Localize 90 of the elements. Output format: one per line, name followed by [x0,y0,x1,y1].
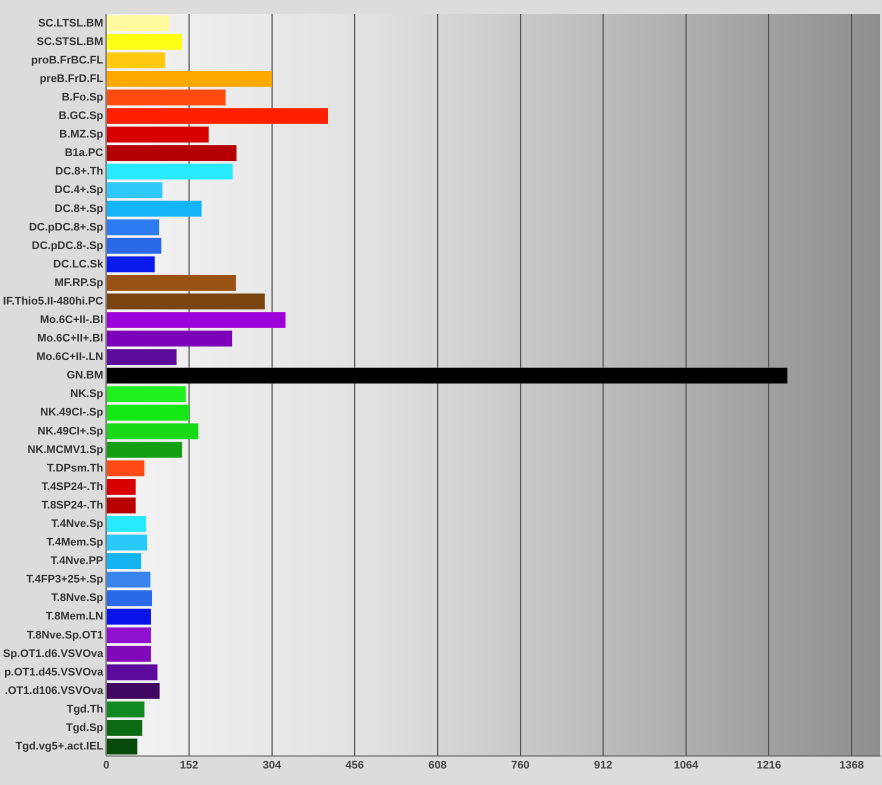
y-tick-label: IF.Thio5.II-480hi.PC [3,295,104,308]
y-tick-label: proB.FrBC.FL [31,54,104,66]
y-tick-label: DC.8+.Sp [54,202,104,215]
y-tick-label: GN.BM [66,370,104,382]
x-tick-label: 152 [180,759,198,772]
bar [106,442,182,458]
y-tick-label: MF.RP.Sp [54,276,104,289]
y-tick-label: NK.Sp [70,388,104,400]
bar [106,646,151,662]
bar [106,682,160,699]
bar [106,590,152,606]
bar [106,70,272,87]
x-tick-label: 760 [511,759,530,772]
y-tick-label: .OT1.d106.VSVOva [4,684,104,697]
x-tick-label: 0 [103,759,110,772]
bar [106,349,177,366]
bar [106,274,236,291]
bar [106,738,138,754]
bar [106,368,788,384]
y-tick-label: T.4SP24-.Th [42,480,104,493]
x-tick-label: 456 [346,759,364,772]
x-tick-label: 1064 [674,759,700,772]
bar [106,145,236,162]
bar [106,386,186,402]
x-tick-label: 912 [594,759,612,772]
bar [106,294,265,310]
y-tick-label: T.4Mem.Sp [46,536,104,549]
y-tick-label: T.DPsm.Th [47,462,104,474]
y-tick-label: T.8Mem.LN [46,610,104,623]
x-tick-label: 1216 [756,759,782,772]
bar [106,720,142,736]
y-tick-label: T.4FP3+25+.Sp [26,574,104,586]
y-tick-label: p.OT1.d45.VSVOva [4,666,104,678]
y-tick-label: preB.FrD.FL [40,72,104,85]
bar [106,126,209,142]
y-tick-label: B.MZ.Sp [59,128,104,141]
y-tick-label: T.8SP24-.Th [42,499,104,512]
bar [106,238,162,254]
y-tick-label: T.4Nve.PP [50,555,104,568]
bar [106,516,146,532]
x-tick-label: 1368 [839,759,864,772]
y-tick-label: Mo.6C+II-.Bl [40,314,104,326]
y-tick-label: Tgd.Th [66,703,104,716]
y-tick-label: SC.LTSL.BM [38,17,104,30]
bar [106,498,136,514]
bar [106,608,151,625]
bar [106,108,328,124]
bar [106,423,198,440]
x-tick-label: 608 [428,759,447,772]
bar [106,404,190,421]
y-tick-label: DC.pDC.8+.Sp [28,221,104,234]
y-tick-label: B.Fo.Sp [62,91,104,104]
y-tick-label: DC.LC.Sk [53,258,104,270]
y-tick-label: Tgd.vg5+.act.IEL [16,740,104,753]
bar [106,478,136,495]
y-tick-label: NK.49CI+.Sp [38,425,104,438]
y-tick-label: Sp.OT1.d6.VSVOva [2,648,104,660]
bar [106,219,160,236]
y-tick-label: DC.pDC.8-.Sp [32,240,104,252]
bar [106,553,142,570]
bar [106,200,202,217]
bar [106,52,166,68]
bar [106,90,226,106]
y-tick-label: Mo.6C+II-.LN [36,351,104,364]
bar [106,164,233,180]
bar [106,664,158,680]
y-tick-label: NK.MCMV1.Sp [27,444,104,456]
bar [106,182,162,198]
bar [106,312,286,328]
y-tick-label: T.4Nve.Sp [51,518,104,530]
bar [106,572,150,588]
y-tick-label: T.8Nve.Sp [51,592,104,604]
y-tick-label: NK.49CI-.Sp [40,406,104,419]
y-tick-label: DC.4+.Sp [54,184,104,196]
y-tick-label: B.GC.Sp [58,110,104,122]
bar [106,256,155,272]
bar [106,627,151,644]
bar [106,15,170,32]
bar [106,702,144,718]
bar [106,534,148,550]
bar [106,460,144,476]
bar [106,330,232,346]
y-tick-label: Tgd.Sp [66,722,104,734]
x-tick-label: 304 [262,759,282,772]
y-tick-label: B1a.PC [64,147,104,160]
bar [106,34,182,50]
y-tick-label: T.8Nve.Sp.OT1 [26,629,104,642]
y-tick-label: Mo.6C+II+.Bl [37,332,104,345]
y-tick-label: SC.STSL.BM [36,36,104,48]
y-tick-label: DC.8+.Th [55,166,104,178]
